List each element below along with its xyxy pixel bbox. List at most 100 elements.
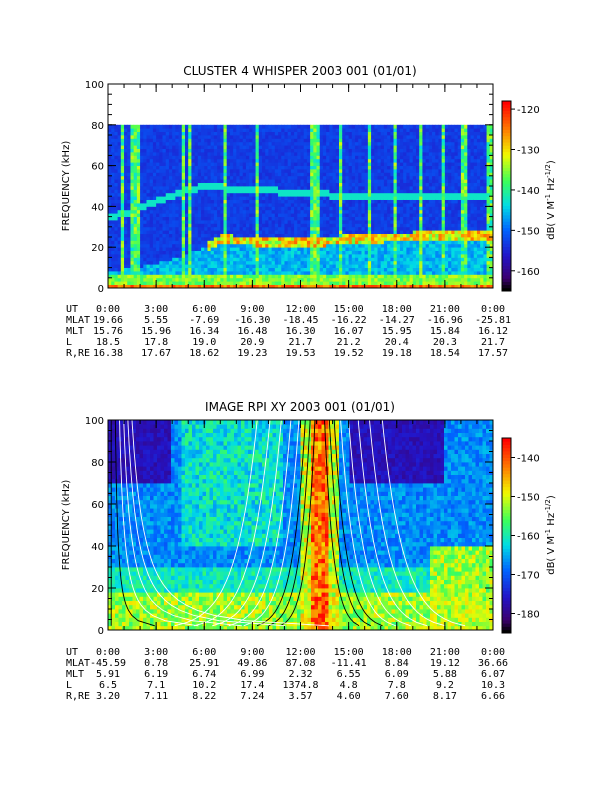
heatmap-cell <box>287 274 292 279</box>
heatmap-cell <box>294 243 298 248</box>
heatmap-cell <box>226 182 231 187</box>
heatmap-cell <box>156 141 160 146</box>
heatmap-cell <box>313 233 317 238</box>
heatmap-cell <box>271 209 276 214</box>
heatmap-cell <box>329 175 333 180</box>
heatmap-cell <box>284 243 289 248</box>
heatmap-cell <box>194 247 199 251</box>
heatmap-cell <box>432 135 436 139</box>
heatmap-cell <box>342 247 346 251</box>
heatmap-cell <box>181 135 186 139</box>
heatmap-cell <box>380 226 385 231</box>
heatmap-cell <box>268 237 273 241</box>
heatmap-cell <box>172 206 176 211</box>
heatmap-cell <box>300 135 305 139</box>
heatmap-cell <box>361 145 366 149</box>
heatmap-cell <box>143 284 147 289</box>
heatmap-cell <box>274 182 279 187</box>
heatmap-cell <box>156 220 160 224</box>
heatmap-cell <box>339 213 343 217</box>
heatmap-cell <box>428 145 433 149</box>
heatmap-cell <box>425 169 430 173</box>
heatmap-cell <box>120 158 125 163</box>
heatmap-cell <box>335 226 340 231</box>
heatmap-cell <box>326 247 330 251</box>
heatmap-cell <box>185 179 189 183</box>
heatmap-cell <box>233 165 237 170</box>
heatmap-cell <box>393 271 398 275</box>
heatmap-cell <box>396 199 401 204</box>
heatmap-cell <box>210 250 215 255</box>
heatmap-cell <box>425 192 430 197</box>
heatmap-cell <box>355 189 359 194</box>
heatmap-cell <box>435 141 439 146</box>
heatmap-cell <box>278 155 282 160</box>
heatmap-cell <box>290 169 295 173</box>
heatmap-cell <box>335 145 340 149</box>
heatmap-cell <box>133 138 138 143</box>
heatmap-cell <box>124 223 128 228</box>
heatmap-cell <box>233 145 237 149</box>
heatmap-cell <box>435 196 439 200</box>
heatmap-cell <box>432 237 436 241</box>
heatmap-cell <box>367 277 372 282</box>
heatmap-cell <box>310 138 314 143</box>
heatmap-cell <box>396 192 401 197</box>
heatmap-cell <box>396 141 401 146</box>
heatmap-cell <box>367 226 372 231</box>
heatmap-cell <box>117 226 122 231</box>
heatmap-cell <box>290 271 295 275</box>
heatmap-cell <box>393 260 398 265</box>
heatmap-cell <box>432 277 436 282</box>
heatmap-cell <box>332 124 337 129</box>
heatmap-cell <box>364 186 369 190</box>
heatmap-cell <box>358 141 362 146</box>
heatmap-cell <box>114 145 119 149</box>
heatmap-cell <box>287 230 292 234</box>
heatmap-cell <box>396 271 401 275</box>
heatmap-cell <box>217 257 221 262</box>
heatmap-cell <box>236 250 240 255</box>
heatmap-cell <box>406 237 410 241</box>
heatmap-cell <box>255 162 260 166</box>
heatmap-cell <box>249 277 253 282</box>
heatmap-cell <box>425 145 430 149</box>
heatmap-cell <box>310 206 314 211</box>
heatmap-cell <box>281 192 285 197</box>
heatmap-cell <box>207 254 212 258</box>
heatmap-cell <box>371 189 375 194</box>
heatmap-cell <box>358 237 362 241</box>
heatmap-cell <box>294 230 298 234</box>
heatmap-cell <box>201 131 205 136</box>
heatmap-cell <box>432 260 436 265</box>
heatmap-cell <box>419 158 423 163</box>
heatmap-cell <box>351 284 356 289</box>
heatmap-cell <box>242 274 247 279</box>
heatmap-cell <box>332 206 337 211</box>
heatmap-cell <box>149 148 154 153</box>
heatmap-cell <box>316 189 321 194</box>
heatmap-cell <box>149 223 154 228</box>
heatmap-cell <box>268 209 273 214</box>
heatmap-cell <box>345 165 350 170</box>
heatmap-cell <box>416 271 420 275</box>
heatmap-cell <box>114 131 119 136</box>
heatmap-cell <box>255 257 260 262</box>
heatmap-cell <box>213 240 218 245</box>
heatmap-cell <box>265 260 269 265</box>
heatmap-cell <box>351 223 356 228</box>
heatmap-cell <box>185 186 189 190</box>
heatmap-cell <box>438 182 443 187</box>
heatmap-cell <box>191 158 196 163</box>
heatmap-cell <box>156 169 160 173</box>
heatmap-cell <box>387 233 391 238</box>
heatmap-cell <box>412 179 417 183</box>
heatmap-cell <box>335 131 340 136</box>
heatmap-cell <box>117 213 122 217</box>
heatmap-cell <box>204 148 208 153</box>
heatmap-cell <box>124 271 128 275</box>
heatmap-cell <box>188 271 192 275</box>
heatmap-cell <box>290 128 295 132</box>
heatmap-cell <box>120 209 125 214</box>
heatmap-cell <box>393 182 398 187</box>
